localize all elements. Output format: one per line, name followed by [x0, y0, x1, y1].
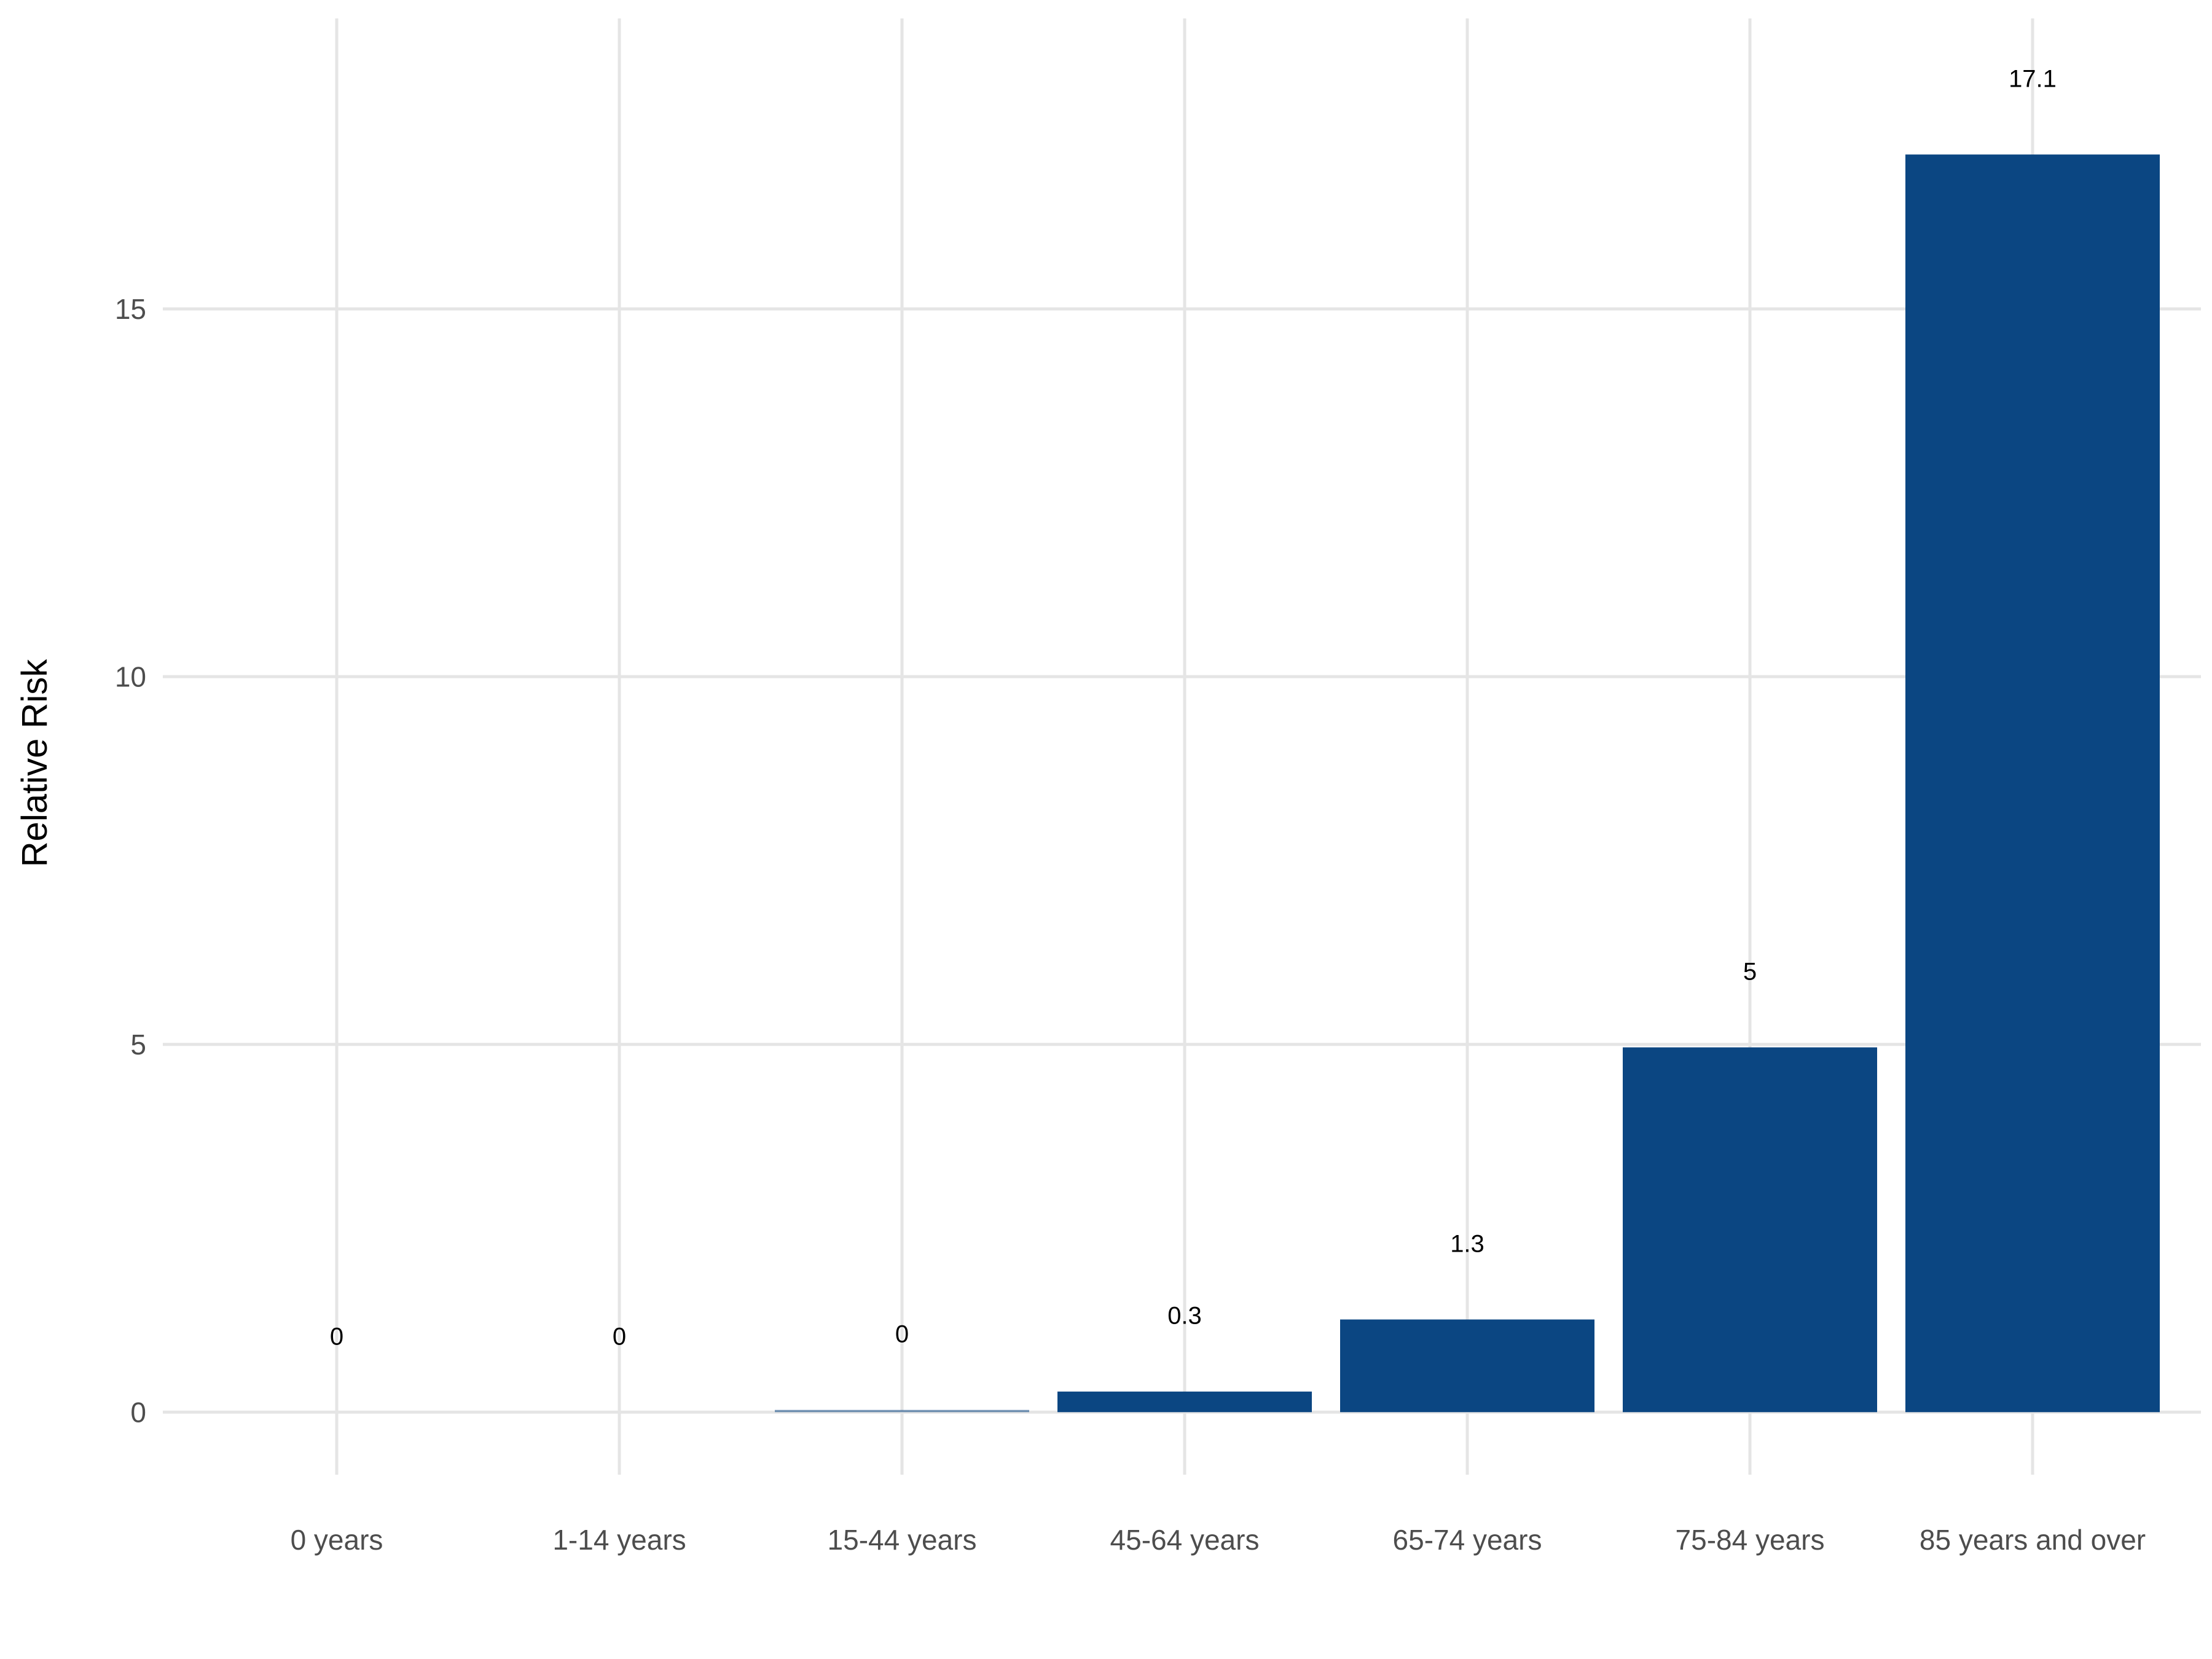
y-tick-label: 15	[115, 293, 146, 325]
grid	[163, 18, 2201, 1475]
y-tick-label: 10	[115, 661, 146, 692]
data-label: 0.3	[1167, 1303, 1202, 1330]
data-label: 0	[895, 1321, 909, 1348]
x-tick-label: 65-74 years	[1393, 1524, 1542, 1556]
y-axis-title: Relative Risk	[15, 659, 55, 867]
bar	[1340, 1319, 1594, 1413]
x-tick-label: 85 years and over	[1920, 1524, 2146, 1556]
x-tick-label: 1-14 years	[552, 1524, 686, 1556]
bar	[775, 1410, 1029, 1413]
y-axis-ticks: 0 5 10 15	[115, 293, 146, 1428]
data-label: 0	[330, 1323, 343, 1350]
x-tick-label: 45-64 years	[1110, 1524, 1260, 1556]
bar	[1905, 154, 2160, 1413]
y-tick-label: 5	[130, 1029, 146, 1061]
bars	[775, 154, 2160, 1413]
data-label: 1.3	[1450, 1230, 1484, 1257]
x-tick-label: 0 years	[291, 1524, 383, 1556]
x-tick-label: 75-84 years	[1676, 1524, 1825, 1556]
data-label: 0	[613, 1323, 626, 1350]
y-tick-label: 0	[130, 1396, 146, 1428]
data-label: 5	[1743, 959, 1757, 986]
bar	[1057, 1391, 1312, 1413]
x-axis-ticks: 0 years 1-14 years 15-44 years 45-64 years 6…	[291, 1524, 2146, 1556]
data-label: 17.1	[2009, 65, 2057, 92]
bar	[1623, 1047, 1877, 1413]
data-labels: 0 0 0 0.3 1.3 5 17.1	[330, 65, 2057, 1350]
x-tick-label: 15-44 years	[828, 1524, 977, 1556]
